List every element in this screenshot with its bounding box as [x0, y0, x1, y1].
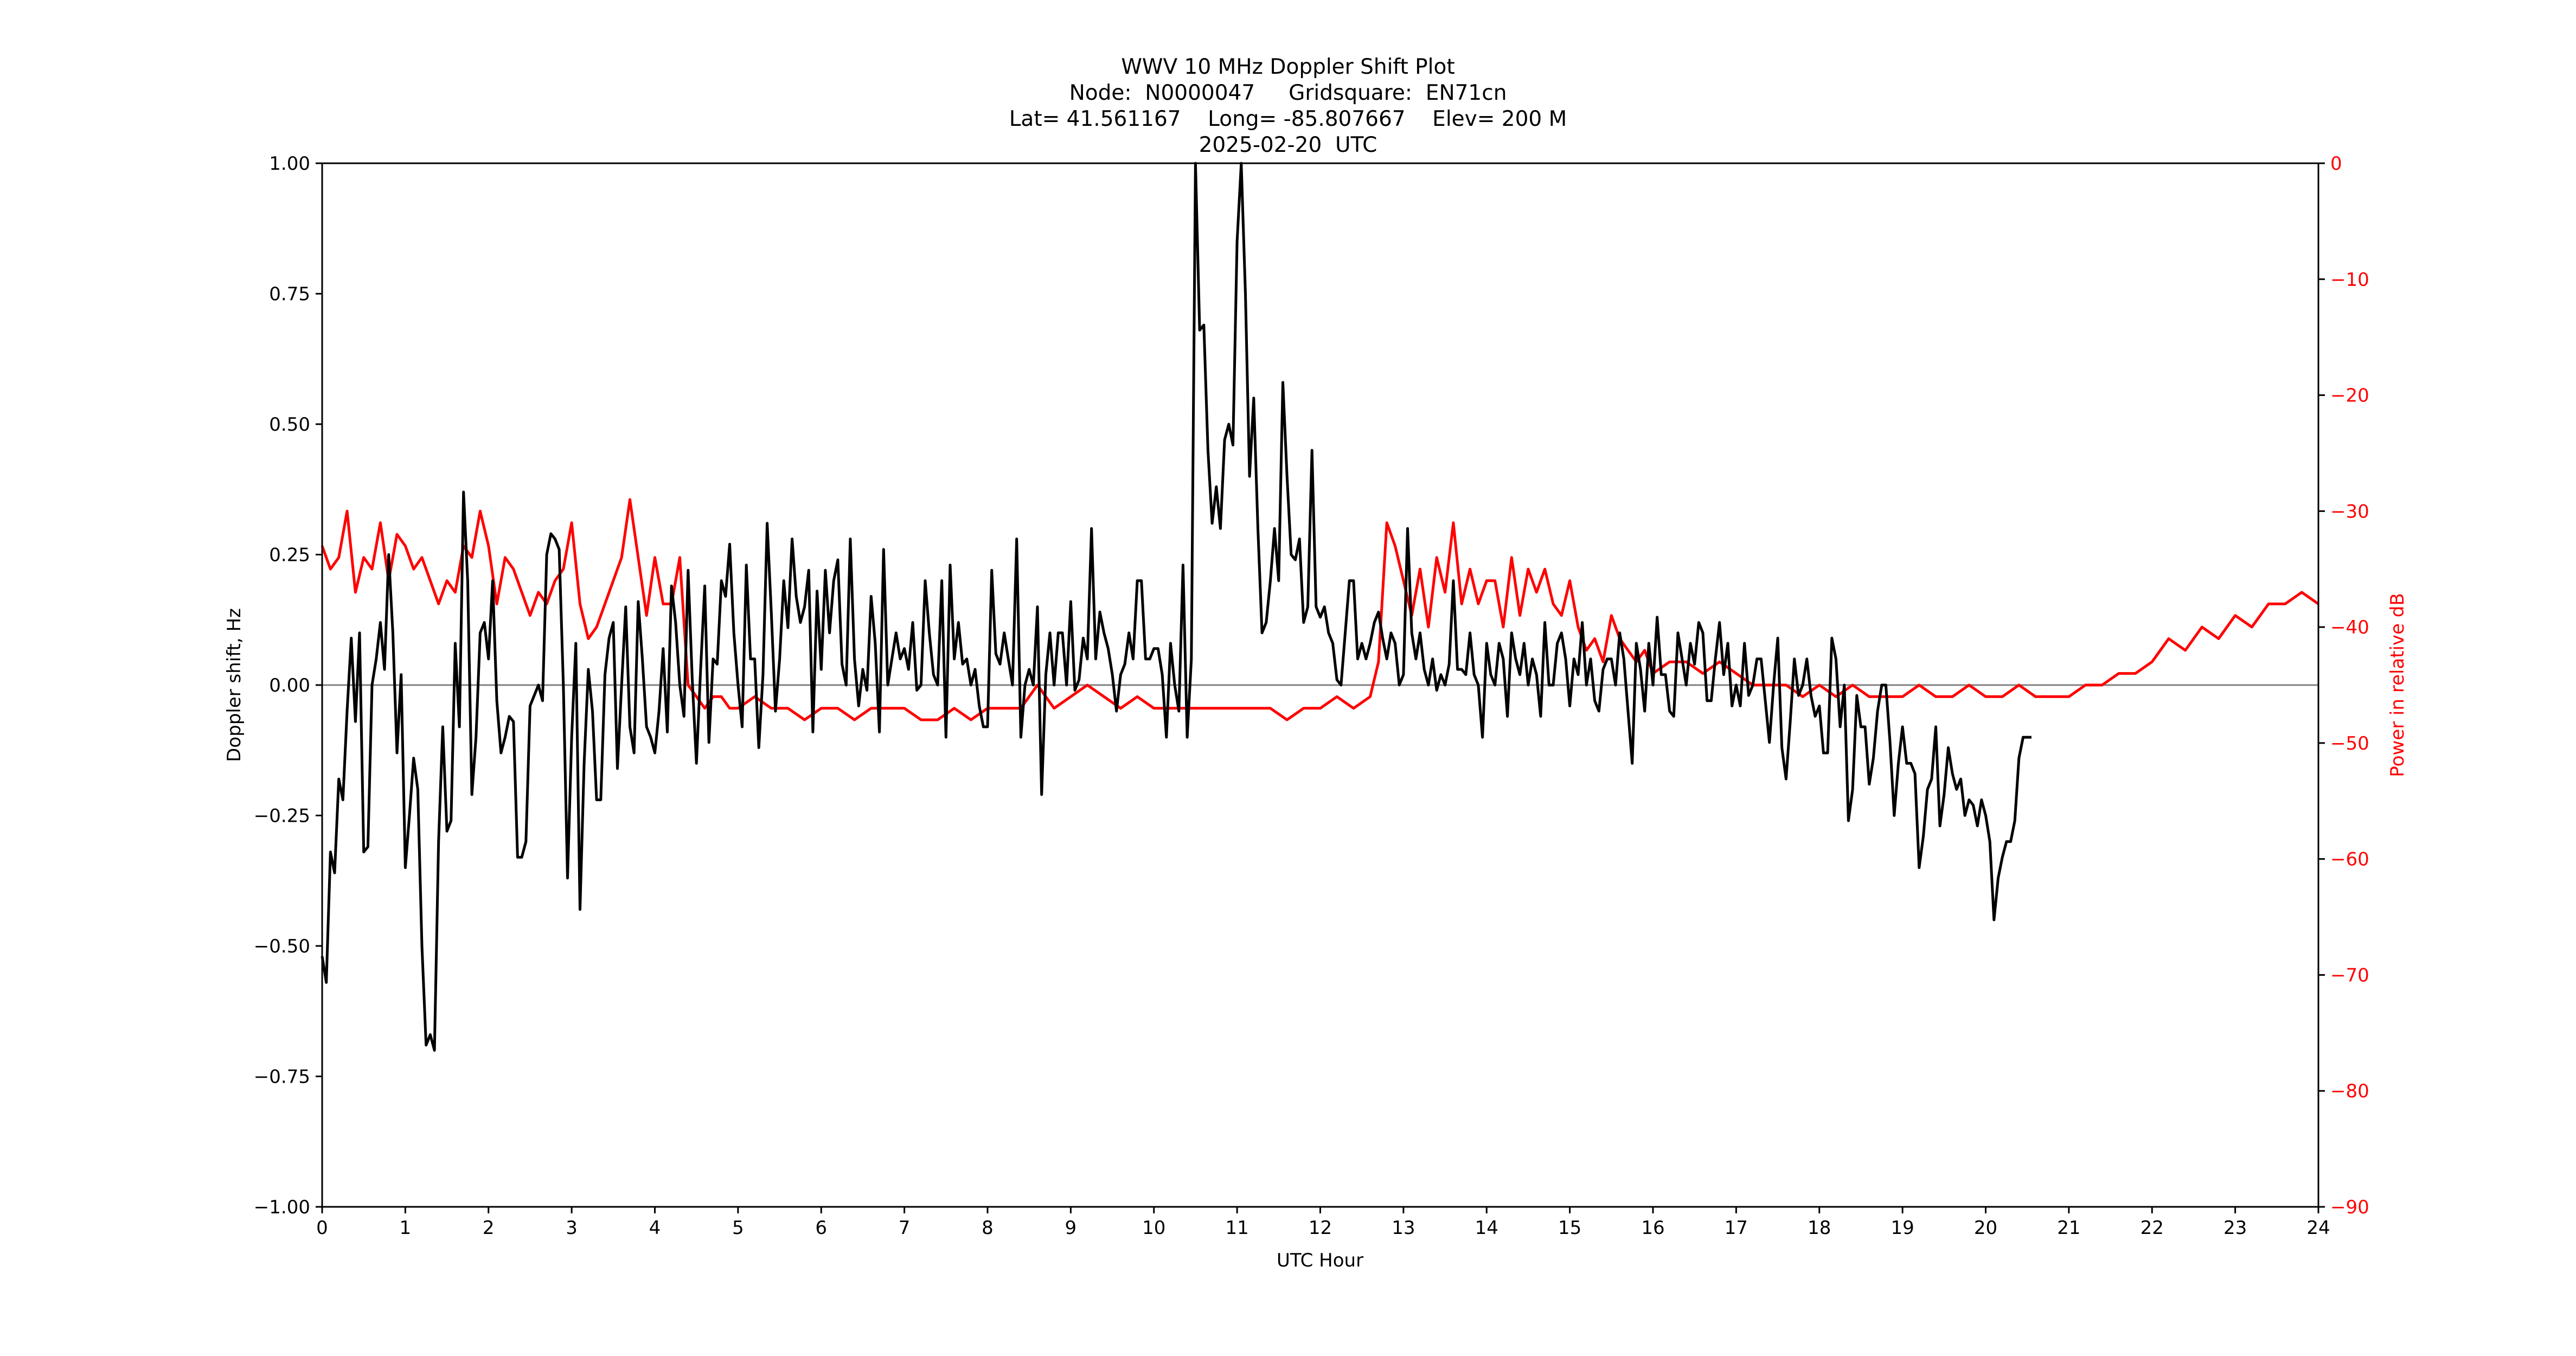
left-y-axis-label: Doppler shift, Hz — [223, 608, 245, 762]
chart-subtitle-node: Node: N0000047 Gridsquare: EN71cn — [1069, 81, 1507, 105]
x-tick-label: 23 — [2223, 1217, 2247, 1239]
left-y-tick-label: −1.00 — [254, 1197, 310, 1218]
left-y-tick-label: −0.25 — [254, 805, 310, 827]
x-tick-label: 2 — [483, 1217, 495, 1239]
right-y-tick-label: −20 — [2330, 385, 2369, 407]
x-tick-label: 15 — [1558, 1217, 1581, 1239]
right-y-axis-label: Power in relative dB — [2387, 593, 2408, 777]
right-y-tick-label: −60 — [2330, 849, 2369, 871]
right-y-tick-label: −70 — [2330, 964, 2369, 986]
x-tick-label: 4 — [649, 1217, 661, 1239]
x-axis-ticks: 0 1 2 3 4 5 6 7 8 9 10 11 12 13 14 15 16 17 18 19 20 21 22 23 24 — [316, 1207, 2330, 1239]
chart-subtitle-location: Lat= 41.561167 Long= -85.807667 Elev= 20… — [1009, 107, 1567, 131]
right-y-tick-label: −10 — [2330, 269, 2369, 291]
right-y-tick-label: 0 — [2330, 153, 2342, 175]
chart-subtitle-date: 2025-02-20 UTC — [1199, 133, 1377, 157]
power-series-line — [321, 498, 2319, 721]
x-tick-label: 8 — [982, 1217, 994, 1239]
right-y-tick-label: −40 — [2330, 617, 2369, 638]
x-tick-label: 24 — [2306, 1217, 2330, 1239]
right-y-tick-label: −80 — [2330, 1080, 2369, 1102]
chart-title-block: WWV 10 MHz Doppler Shift Plot Node: N000… — [0, 54, 2576, 158]
left-y-tick-label: 0.75 — [269, 284, 310, 305]
x-tick-label: 11 — [1225, 1217, 1248, 1239]
x-axis-label: UTC Hour — [1277, 1250, 1363, 1271]
x-tick-label: 19 — [1891, 1217, 1914, 1239]
left-y-tick-label: 0.00 — [269, 675, 310, 696]
x-tick-label: 0 — [316, 1217, 328, 1239]
doppler-line — [321, 162, 2032, 1052]
x-tick-label: 17 — [1725, 1217, 1748, 1239]
x-tick-label: 16 — [1641, 1217, 1664, 1239]
right-y-tick-label: −30 — [2330, 501, 2369, 522]
left-y-tick-label: 0.50 — [269, 414, 310, 436]
x-tick-label: 6 — [815, 1217, 827, 1239]
power-line — [321, 498, 2319, 721]
chart-title: WWV 10 MHz Doppler Shift Plot — [1121, 55, 1455, 79]
x-tick-label: 20 — [1974, 1217, 1997, 1239]
left-y-tick-label: 1.00 — [269, 153, 310, 175]
x-tick-label: 12 — [1309, 1217, 1332, 1239]
x-tick-label: 22 — [2141, 1217, 2164, 1239]
x-tick-label: 18 — [1808, 1217, 1831, 1239]
left-y-tick-label: −0.75 — [254, 1066, 310, 1088]
left-y-tick-label: −0.50 — [254, 936, 310, 957]
x-tick-label: 7 — [899, 1217, 911, 1239]
x-tick-label: 5 — [732, 1217, 744, 1239]
right-y-axis-ticks: 0 −10 −20 −30 −40 −50 −60 −70 −80 −90 — [2318, 153, 2369, 1218]
x-tick-label: 1 — [400, 1217, 412, 1239]
doppler-series-line — [321, 162, 2032, 1052]
x-tick-label: 21 — [2057, 1217, 2080, 1239]
left-y-tick-label: 0.25 — [269, 545, 310, 566]
x-tick-label: 13 — [1392, 1217, 1415, 1239]
right-y-tick-label: −90 — [2330, 1197, 2369, 1218]
x-tick-label: 9 — [1065, 1217, 1077, 1239]
left-y-axis-ticks: 1.00 0.75 0.50 0.25 0.00 −0.25 −0.50 −0.75 −1.00 — [254, 153, 322, 1218]
right-y-tick-label: −50 — [2330, 733, 2369, 754]
x-tick-label: 3 — [566, 1217, 578, 1239]
x-tick-label: 10 — [1142, 1217, 1165, 1239]
x-tick-label: 14 — [1475, 1217, 1498, 1239]
